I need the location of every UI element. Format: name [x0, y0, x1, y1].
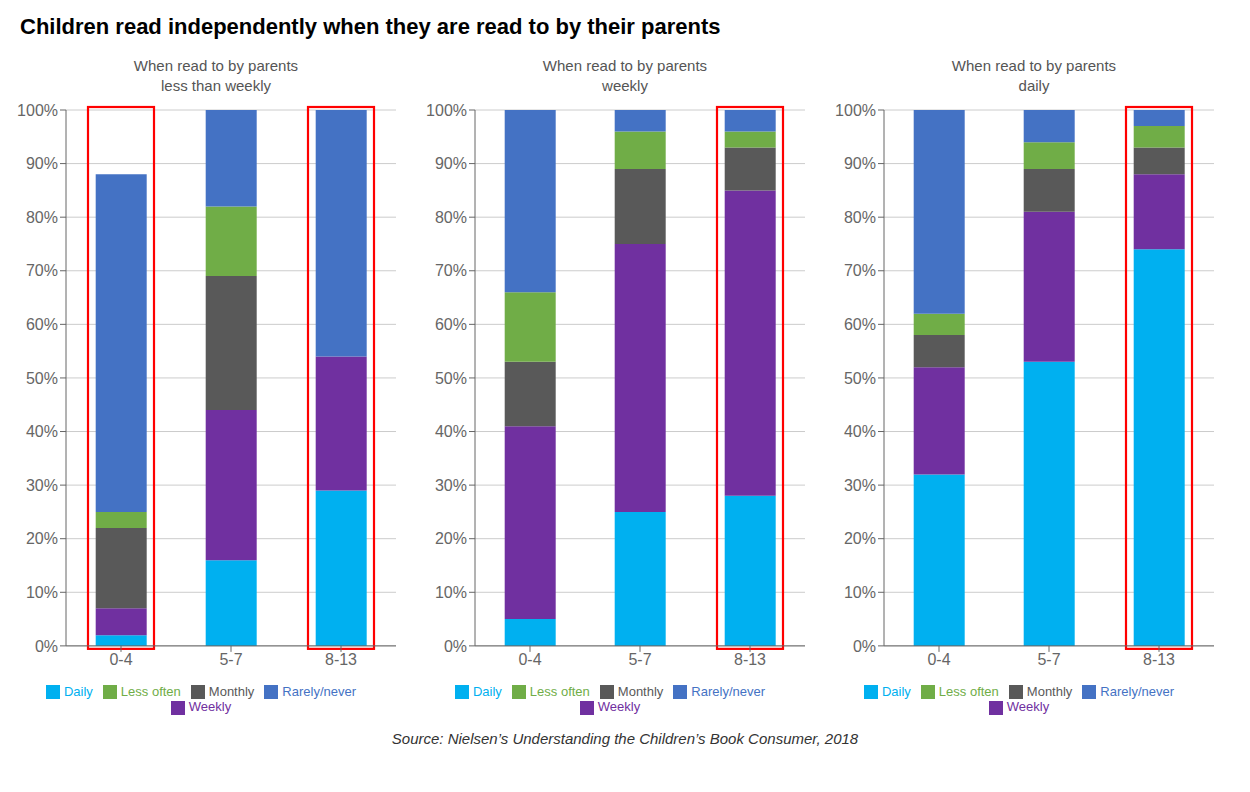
svg-text:60%: 60% — [435, 316, 467, 333]
html-text:Weekly: Weekly — [188, 699, 232, 715]
svg-text:70%: 70% — [26, 262, 58, 279]
html-text:Weekly: Weekly — [597, 699, 641, 715]
svg-text:50%: 50% — [844, 370, 876, 387]
html-text:less than weekly: less than weekly — [161, 77, 271, 94]
svg-text:100%: 100% — [17, 102, 58, 119]
svg-text:8-13: 8-13 — [1143, 651, 1175, 668]
svg-text:5-7: 5-7 — [219, 651, 242, 668]
svg-text:0-4: 0-4 — [927, 651, 950, 668]
html-text:Daily: Daily — [881, 683, 911, 699]
html-text:Monthly: Monthly — [1026, 683, 1073, 699]
svg-text:5-7: 5-7 — [1037, 651, 1060, 668]
html-text:Children read independently wh: Children read independently when they ar… — [20, 14, 721, 39]
html-text:When read to by parents: When read to by parents — [542, 57, 708, 74]
html-text:Less often: Less often — [529, 683, 590, 699]
svg-text:10%: 10% — [26, 584, 58, 601]
svg-text:100%: 100% — [426, 102, 467, 119]
svg-text:8-13: 8-13 — [734, 651, 766, 668]
svg-text:10%: 10% — [435, 584, 467, 601]
svg-text:30%: 30% — [26, 477, 58, 494]
svg-text:30%: 30% — [844, 477, 876, 494]
svg-text:70%: 70% — [435, 262, 467, 279]
svg-text:90%: 90% — [435, 155, 467, 172]
svg-text:80%: 80% — [435, 209, 467, 226]
html-text:Daily: Daily — [63, 683, 93, 699]
html-text:weekly: weekly — [602, 77, 648, 94]
svg-text:30%: 30% — [435, 477, 467, 494]
html-text:When read to by parents: When read to by parents — [951, 57, 1117, 74]
html-text:When read to by parents: When read to by parents — [133, 57, 299, 74]
html-text:Daily: Daily — [472, 683, 502, 699]
html-text:Less often: Less often — [938, 683, 999, 699]
html-text:Source: Nielsen’s Understandin: Source: Nielsen’s Understanding the Chil… — [391, 730, 859, 747]
svg-text:50%: 50% — [26, 370, 58, 387]
svg-text:0-4: 0-4 — [518, 651, 541, 668]
svg-text:90%: 90% — [26, 155, 58, 172]
html-text:Monthly: Monthly — [208, 683, 255, 699]
svg-text:40%: 40% — [435, 423, 467, 440]
html-text:daily: daily — [1018, 77, 1050, 94]
svg-text:10%: 10% — [844, 584, 876, 601]
svg-text:0-4: 0-4 — [109, 651, 132, 668]
html-text:Less often: Less often — [120, 683, 181, 699]
svg-text:20%: 20% — [844, 530, 876, 547]
svg-text:5-7: 5-7 — [628, 651, 651, 668]
svg-text:40%: 40% — [26, 423, 58, 440]
html-text:Monthly: Monthly — [617, 683, 664, 699]
svg-text:0%: 0% — [853, 638, 876, 655]
html-text:Weekly: Weekly — [1006, 699, 1050, 715]
svg-text:60%: 60% — [26, 316, 58, 333]
svg-text:80%: 80% — [844, 209, 876, 226]
svg-text:40%: 40% — [844, 423, 876, 440]
svg-text:90%: 90% — [844, 155, 876, 172]
svg-text:100%: 100% — [835, 102, 876, 119]
html-text:Rarely/never: Rarely/never — [1100, 683, 1175, 699]
svg-text:20%: 20% — [26, 530, 58, 547]
html-text:Rarely/never: Rarely/never — [282, 683, 357, 699]
svg-text:70%: 70% — [844, 262, 876, 279]
svg-text:80%: 80% — [26, 209, 58, 226]
svg-text:0%: 0% — [35, 638, 58, 655]
svg-text:0%: 0% — [444, 638, 467, 655]
svg-text:50%: 50% — [435, 370, 467, 387]
html-text:Rarely/never: Rarely/never — [691, 683, 766, 699]
svg-text:20%: 20% — [435, 530, 467, 547]
svg-text:60%: 60% — [844, 316, 876, 333]
svg-text:8-13: 8-13 — [325, 651, 357, 668]
